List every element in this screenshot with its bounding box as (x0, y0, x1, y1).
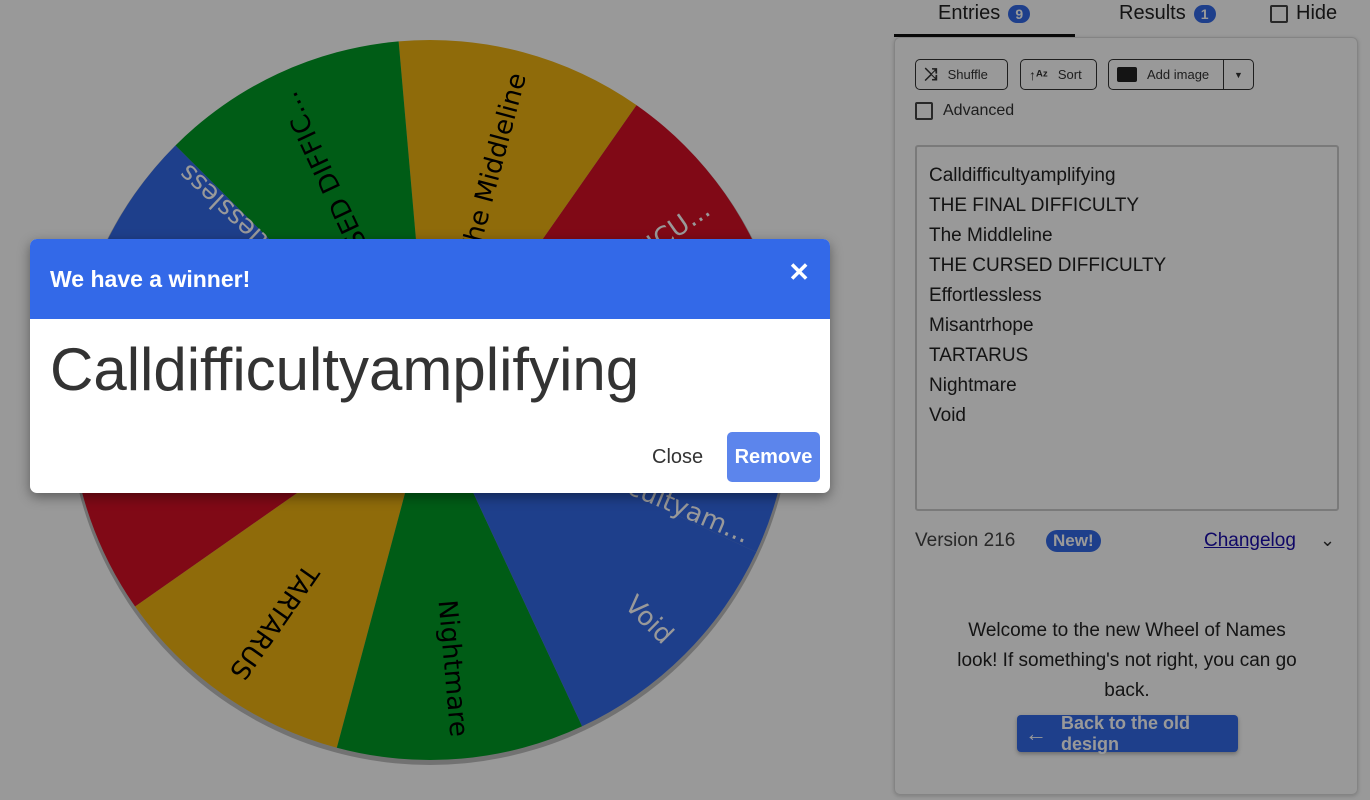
shuffle-button[interactable]: ⤨ Shuffle (915, 59, 1008, 90)
image-icon (1117, 67, 1137, 82)
back-to-old-design-button[interactable]: ← Back to the old design (1017, 712, 1238, 754)
hide-label: Hide (1296, 2, 1338, 24)
chevron-down-icon[interactable]: ⌄ (1320, 530, 1336, 550)
caret-down-icon: ▼ (1234, 69, 1243, 80)
entry: The Middleline (929, 225, 1053, 246)
advanced-label: Advanced (943, 102, 1015, 119)
add-image-label: Add image (1147, 67, 1210, 82)
arrow-left-icon: ← (1025, 720, 1047, 746)
entry: TARTARUS (929, 345, 1029, 366)
tab-results[interactable]: Results 1 (1119, 2, 1216, 25)
version-text: Version 216 (915, 530, 1016, 551)
wheel-segment (336, 400, 583, 761)
shuffle-label: Shuffle (947, 67, 988, 82)
tab-entries[interactable]: Entries 9 (938, 2, 1031, 25)
entries-count-badge: 9 (1008, 4, 1031, 23)
tab-label: Entries (938, 2, 1001, 24)
entry: THE FINAL DIFFICULTY (929, 195, 1140, 216)
entry: Calldifficultyamplifying (929, 165, 1116, 186)
winner-dialog: We have a winner! ✕ Calldifficultyamplify… (30, 239, 830, 493)
new-badge: New! (1046, 530, 1101, 552)
entry: Misantrhope (929, 315, 1034, 336)
close-button[interactable]: Close (652, 446, 704, 468)
checkbox-icon[interactable] (915, 102, 933, 120)
hide-checkbox[interactable]: Hide (1270, 2, 1337, 25)
back-button-label: Back to the old design (1061, 712, 1191, 754)
entry: Void (929, 405, 966, 426)
results-count-badge: 1 (1193, 4, 1216, 23)
entry: Nightmare (929, 375, 1017, 396)
active-tab-indicator (894, 34, 1075, 37)
sort-button[interactable]: ↑ᴬᶻ Sort (1020, 59, 1097, 90)
tab-label: Results (1119, 2, 1186, 24)
entry: Effortlessless (929, 285, 1042, 306)
add-image-dropdown[interactable]: ▼ (1223, 59, 1254, 90)
entry: THE CURSED DIFFICULTY (929, 255, 1167, 276)
checkbox-icon[interactable] (1270, 4, 1288, 23)
welcome-text: Welcome to the new Wheel of Names look! … (957, 620, 1297, 701)
changelog-link[interactable]: Changelog (1204, 530, 1296, 551)
dialog-header: We have a winner! ✕ (30, 239, 830, 319)
shuffle-icon: ⤨ (924, 64, 938, 84)
entries-textarea[interactable]: Calldifficultyamplifying THE FINAL DIFFI… (915, 145, 1339, 511)
dialog-title: We have a winner! (50, 266, 251, 292)
winner-name: Calldifficultyamplifying (50, 336, 640, 403)
sort-icon: ↑ᴬᶻ (1029, 66, 1048, 83)
close-icon[interactable]: ✕ (788, 257, 810, 287)
tab-bar: Entries 9 Results 1 Hide (894, 0, 1370, 37)
sort-label: Sort (1057, 67, 1082, 82)
remove-button[interactable]: Remove (727, 432, 820, 482)
entries-panel: ⤨ Shuffle ↑ᴬᶻ Sort Add image ▼ Advanced Ca… (894, 37, 1358, 795)
add-image-button[interactable]: Add image (1108, 59, 1224, 90)
advanced-checkbox[interactable]: Advanced (915, 102, 1014, 120)
